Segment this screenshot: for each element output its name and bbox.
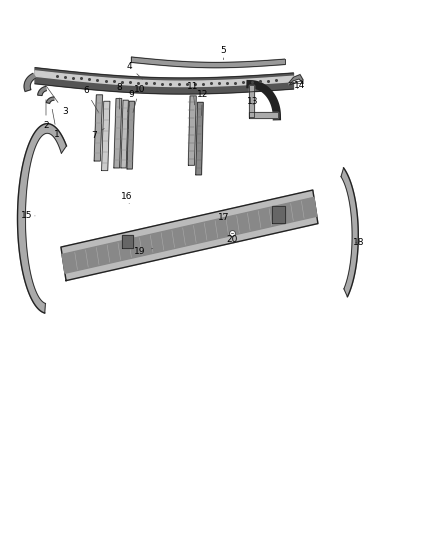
- Text: 16: 16: [121, 192, 133, 204]
- Text: 11: 11: [187, 82, 198, 105]
- Text: 12: 12: [197, 91, 208, 116]
- Polygon shape: [121, 100, 128, 168]
- Text: 2: 2: [43, 100, 49, 130]
- Text: 4: 4: [127, 62, 142, 79]
- Polygon shape: [249, 85, 254, 117]
- Polygon shape: [35, 71, 293, 86]
- Text: 20: 20: [226, 236, 238, 244]
- Polygon shape: [61, 190, 318, 280]
- Polygon shape: [127, 101, 134, 169]
- Text: 1: 1: [52, 109, 60, 139]
- Text: 5: 5: [220, 46, 226, 60]
- Polygon shape: [131, 57, 285, 68]
- Text: 10: 10: [133, 85, 145, 112]
- Text: 7: 7: [91, 128, 104, 140]
- Text: 14: 14: [294, 81, 306, 90]
- Text: 6: 6: [83, 86, 99, 112]
- Text: 3: 3: [46, 85, 68, 116]
- Polygon shape: [35, 68, 293, 94]
- Polygon shape: [102, 101, 110, 171]
- Polygon shape: [94, 95, 102, 161]
- Polygon shape: [289, 75, 303, 85]
- Text: 13: 13: [247, 97, 259, 106]
- Polygon shape: [62, 197, 317, 273]
- Text: 8: 8: [116, 84, 122, 109]
- Polygon shape: [46, 97, 54, 103]
- Polygon shape: [196, 102, 203, 175]
- Polygon shape: [341, 168, 358, 297]
- Text: 18: 18: [353, 238, 365, 247]
- Polygon shape: [272, 206, 285, 223]
- Polygon shape: [24, 74, 36, 92]
- Text: 15: 15: [21, 212, 35, 220]
- Polygon shape: [114, 99, 122, 168]
- Polygon shape: [249, 112, 278, 118]
- Polygon shape: [18, 124, 67, 313]
- Polygon shape: [188, 96, 196, 165]
- Text: 19: 19: [134, 247, 153, 256]
- Text: 17: 17: [218, 213, 229, 222]
- Text: 9: 9: [127, 91, 134, 112]
- Polygon shape: [122, 235, 133, 248]
- Polygon shape: [38, 86, 46, 95]
